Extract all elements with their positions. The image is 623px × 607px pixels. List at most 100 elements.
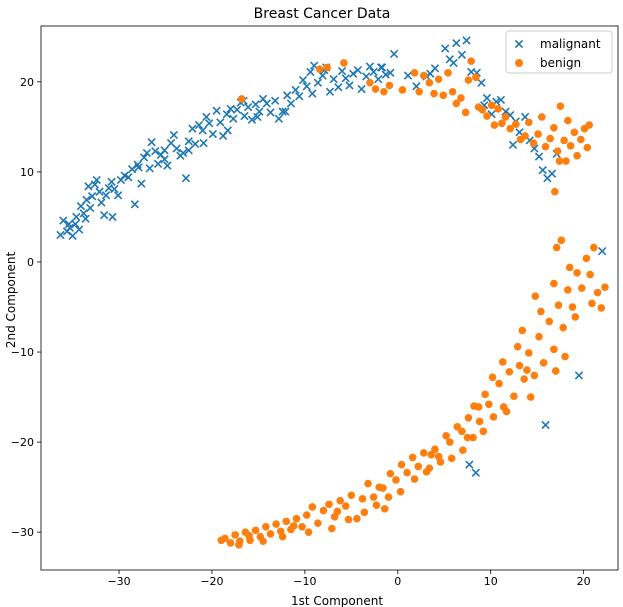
data-point-benign [396,487,405,496]
data-point-malignant [212,106,221,115]
data-point-benign [573,268,581,277]
data-point-malignant [362,72,371,81]
data-point-benign [298,522,306,531]
data-point-benign [379,484,387,492]
data-point-benign [431,445,439,454]
data-point-benign [344,515,353,524]
data-point-benign [557,236,566,245]
data-point-malignant [124,173,133,182]
data-point-malignant [139,153,149,162]
data-point-malignant [496,95,506,105]
data-point-malignant [86,203,95,213]
data-point-benign [510,392,518,400]
data-point-benign [464,413,473,422]
data-point-benign [565,263,574,272]
data-point-benign [420,71,428,80]
x-tick-label: 20 [577,575,591,588]
data-point-benign [358,495,367,503]
data-point-benign [325,500,333,509]
data-point-benign [488,373,497,382]
x-axis-label: 1st Component [291,594,383,607]
data-point-malignant [369,67,378,77]
legend-marker-benign [515,59,523,67]
data-point-malignant [194,120,204,130]
data-point-benign [314,519,322,527]
data-point-benign [498,358,507,366]
data-point-benign [555,157,564,165]
data-point-malignant [389,49,399,59]
data-point-benign [446,438,454,446]
data-point-malignant [278,107,287,116]
data-point-malignant [251,100,260,109]
data-point-malignant [222,110,231,119]
data-point-malignant [160,155,169,164]
series-malignant [56,36,607,477]
data-point-benign [568,303,577,311]
data-point-malignant [71,219,80,229]
data-point-malignant [184,137,193,146]
data-point-benign [341,502,350,510]
data-point-malignant [163,161,172,170]
data-point-malignant [223,126,232,135]
data-point-benign [534,130,542,138]
data-point-benign [513,342,522,351]
data-point-benign [490,121,499,129]
data-point-malignant [253,112,262,122]
data-point-malignant [452,38,461,48]
data-point-benign [245,531,253,540]
data-point-benign [272,520,280,528]
data-point-malignant [313,78,323,87]
data-point-malignant [426,69,435,78]
data-point-malignant [205,119,214,128]
data-point-benign [371,85,380,93]
data-point-benign [369,493,378,501]
data-point-malignant [145,164,154,173]
data-point-malignant [376,63,386,72]
data-point-benign [217,536,226,545]
data-point-benign [333,507,342,516]
y-axis-ticks: −30 −20 −10 0 10 20 [11,76,41,539]
data-point-benign [434,75,443,83]
data-point-benign [506,124,515,133]
data-point-malignant [538,165,547,175]
data-point-benign [386,469,395,478]
data-point-benign [483,112,491,120]
data-point-benign [529,139,538,147]
x-tick-label: 10 [484,575,498,588]
data-point-benign [336,496,344,505]
data-point-malignant [81,214,90,223]
data-point-malignant [95,187,104,196]
data-point-benign [360,508,369,517]
data-point-benign [498,119,506,128]
data-point-malignant [465,460,474,469]
data-point-benign [278,532,287,541]
data-point-malignant [270,96,280,105]
data-point-malignant [334,83,343,92]
data-point-malignant [374,74,383,84]
data-point-benign [398,86,407,94]
data-point-malignant [90,180,100,189]
data-point-malignant [133,160,142,169]
data-point-malignant [198,126,207,135]
data-point-benign [588,299,596,308]
data-point-benign [430,89,438,98]
data-point-malignant [306,67,315,77]
data-point-malignant [181,174,191,183]
data-point-benign [415,87,423,96]
data-point-benign [583,143,592,152]
data-point-benign [566,141,575,150]
data-point-malignant [574,371,584,380]
data-point-malignant [441,44,450,53]
data-point-malignant [477,78,486,87]
data-point-benign [444,69,452,77]
data-point-benign [347,491,356,500]
data-point-benign [561,352,569,361]
data-point-malignant [357,84,366,94]
data-point-benign [586,270,594,279]
data-point-malignant [541,420,550,430]
chart-title: Breast Cancer Data [254,6,391,22]
data-point-benign [259,537,267,545]
data-point-benign [472,73,480,82]
data-point-malignant [100,210,109,220]
